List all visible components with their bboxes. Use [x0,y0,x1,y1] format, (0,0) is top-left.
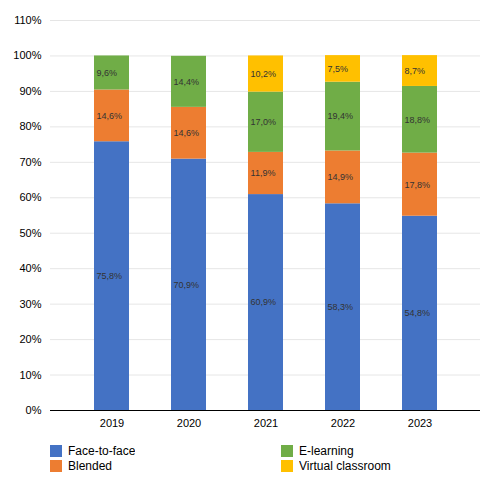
svg-text:50%: 50% [19,227,41,239]
svg-text:40%: 40% [19,262,41,274]
svg-text:60,9%: 60,9% [251,297,277,307]
svg-text:2019: 2019 [100,417,124,429]
svg-text:58,3%: 58,3% [328,302,354,312]
svg-text:75,8%: 75,8% [97,271,123,281]
html-text:E-learning: E-learning [299,444,354,458]
svg-text:30%: 30% [19,298,41,310]
html-text:Face-to-face: Face-to-face [68,444,136,458]
svg-text:18,8%: 18,8% [405,115,431,125]
html-text:Blended: Blended [68,459,112,473]
svg-text:110%: 110% [14,14,42,26]
svg-text:14,4%: 14,4% [174,77,200,87]
svg-text:90%: 90% [19,85,41,97]
svg-text:11,9%: 11,9% [251,168,276,178]
svg-text:70%: 70% [19,156,41,168]
svg-text:100%: 100% [13,49,41,61]
svg-text:60%: 60% [19,191,41,203]
svg-text:8,7%: 8,7% [405,66,426,76]
svg-text:17,0%: 17,0% [251,117,277,127]
svg-text:2023: 2023 [408,417,432,429]
svg-text:9,6%: 9,6% [97,68,118,78]
svg-text:14,6%: 14,6% [174,128,200,138]
svg-text:2022: 2022 [331,417,355,429]
svg-text:20%: 20% [19,333,41,345]
svg-text:19,4%: 19,4% [328,111,354,121]
svg-text:70,9%: 70,9% [174,280,200,290]
svg-text:10%: 10% [19,369,41,381]
svg-text:54,8%: 54,8% [405,308,431,318]
svg-text:14,9%: 14,9% [328,172,354,182]
svg-text:14,6%: 14,6% [97,111,123,121]
svg-text:2020: 2020 [177,417,201,429]
svg-text:17,8%: 17,8% [405,180,431,190]
svg-text:7,5%: 7,5% [328,64,349,74]
svg-text:0%: 0% [26,404,42,416]
html-text:Virtual classroom: Virtual classroom [299,459,391,473]
svg-text:10,2%: 10,2% [251,69,277,79]
svg-text:2021: 2021 [254,417,278,429]
svg-text:80%: 80% [19,120,41,132]
